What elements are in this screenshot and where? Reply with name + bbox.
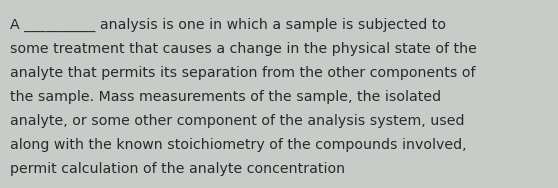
Text: analyte that permits its separation from the other components of: analyte that permits its separation from…: [10, 66, 475, 80]
Text: A __________ analysis is one in which a sample is subjected to: A __________ analysis is one in which a …: [10, 18, 446, 32]
Text: some treatment that causes a change in the physical state of the: some treatment that causes a change in t…: [10, 42, 477, 56]
Text: permit calculation of the analyte concentration: permit calculation of the analyte concen…: [10, 162, 345, 176]
Text: analyte, or some other component of the analysis system, used: analyte, or some other component of the …: [10, 114, 464, 128]
Text: the sample. Mass measurements of the sample, the isolated: the sample. Mass measurements of the sam…: [10, 90, 441, 104]
Text: along with the known stoichiometry of the compounds involved,: along with the known stoichiometry of th…: [10, 138, 466, 152]
